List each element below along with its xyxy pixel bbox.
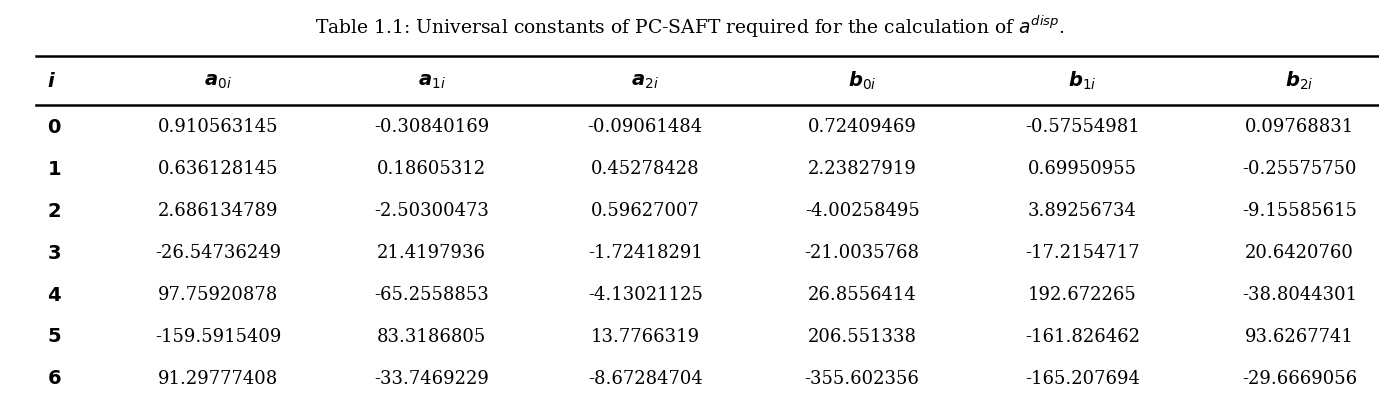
Text: $\mathbf{1}$: $\mathbf{1}$: [47, 159, 61, 178]
Text: 0.636128145: 0.636128145: [159, 160, 279, 178]
Text: 0.18605312: 0.18605312: [377, 160, 486, 178]
Text: -161.826462: -161.826462: [1025, 327, 1140, 345]
Text: $\mathbf{0}$: $\mathbf{0}$: [47, 117, 61, 136]
Text: $\mathbf{6}$: $\mathbf{6}$: [47, 369, 61, 387]
Text: -4.00258495: -4.00258495: [805, 202, 919, 220]
Text: 91.29777408: 91.29777408: [159, 369, 279, 387]
Text: -17.2154717: -17.2154717: [1025, 243, 1140, 261]
Text: -8.67284704: -8.67284704: [588, 369, 702, 387]
Text: $\mathbf{5}$: $\mathbf{5}$: [47, 327, 61, 346]
Text: $\boldsymbol{b}_{0i}$: $\boldsymbol{b}_{0i}$: [847, 70, 876, 92]
Text: $\mathbf{2}$: $\mathbf{2}$: [47, 201, 61, 220]
Text: $\boldsymbol{a}_{1i}$: $\boldsymbol{a}_{1i}$: [418, 71, 446, 91]
Text: 206.551338: 206.551338: [807, 327, 916, 345]
Text: 0.69950955: 0.69950955: [1028, 160, 1137, 178]
Text: -38.8044301: -38.8044301: [1242, 285, 1357, 303]
Text: $\mathbf{3}$: $\mathbf{3}$: [47, 243, 61, 262]
Text: -9.15585615: -9.15585615: [1242, 202, 1357, 220]
Text: -165.207694: -165.207694: [1025, 369, 1140, 387]
Text: $\boldsymbol{i}$: $\boldsymbol{i}$: [47, 71, 55, 91]
Text: 192.672265: 192.672265: [1028, 285, 1137, 303]
Text: $\boldsymbol{b}_{2i}$: $\boldsymbol{b}_{2i}$: [1285, 70, 1314, 92]
Text: -0.30840169: -0.30840169: [374, 118, 490, 136]
Text: Table 1.1: Universal constants of PC-SAFT required for the calculation of $a^{di: Table 1.1: Universal constants of PC-SAF…: [315, 13, 1065, 39]
Text: $\boldsymbol{b}_{1i}$: $\boldsymbol{b}_{1i}$: [1068, 70, 1097, 92]
Text: -159.5915409: -159.5915409: [155, 327, 282, 345]
Text: 0.09768831: 0.09768831: [1245, 118, 1354, 136]
Text: -4.13021125: -4.13021125: [588, 285, 702, 303]
Text: -355.602356: -355.602356: [805, 369, 919, 387]
Text: -0.25575750: -0.25575750: [1242, 160, 1357, 178]
Text: -26.54736249: -26.54736249: [155, 243, 282, 261]
Text: 0.45278428: 0.45278428: [591, 160, 700, 178]
Text: 3.89256734: 3.89256734: [1028, 202, 1137, 220]
Text: 26.8556414: 26.8556414: [807, 285, 916, 303]
Text: 2.23827919: 2.23827919: [807, 160, 916, 178]
Text: -0.09061484: -0.09061484: [588, 118, 702, 136]
Text: -33.7469229: -33.7469229: [374, 369, 489, 387]
Text: -2.50300473: -2.50300473: [374, 202, 489, 220]
Text: 0.59627007: 0.59627007: [591, 202, 700, 220]
Text: -0.57554981: -0.57554981: [1025, 118, 1140, 136]
Text: $\mathbf{4}$: $\mathbf{4}$: [47, 285, 62, 304]
Text: 2.686134789: 2.686134789: [159, 202, 279, 220]
Text: 0.910563145: 0.910563145: [159, 118, 279, 136]
Text: -29.6669056: -29.6669056: [1242, 369, 1357, 387]
Text: -1.72418291: -1.72418291: [588, 243, 702, 261]
Text: 20.6420760: 20.6420760: [1245, 243, 1354, 261]
Text: -21.0035768: -21.0035768: [805, 243, 919, 261]
Text: 21.4197936: 21.4197936: [377, 243, 486, 261]
Text: $\boldsymbol{a}_{2i}$: $\boldsymbol{a}_{2i}$: [632, 71, 660, 91]
Text: 0.72409469: 0.72409469: [807, 118, 916, 136]
Text: 13.7766319: 13.7766319: [591, 327, 700, 345]
Text: -65.2558853: -65.2558853: [374, 285, 489, 303]
Text: 97.75920878: 97.75920878: [159, 285, 279, 303]
Text: $\boldsymbol{a}_{0i}$: $\boldsymbol{a}_{0i}$: [204, 71, 232, 91]
Text: 83.3186805: 83.3186805: [377, 327, 486, 345]
Text: 93.6267741: 93.6267741: [1245, 327, 1354, 345]
